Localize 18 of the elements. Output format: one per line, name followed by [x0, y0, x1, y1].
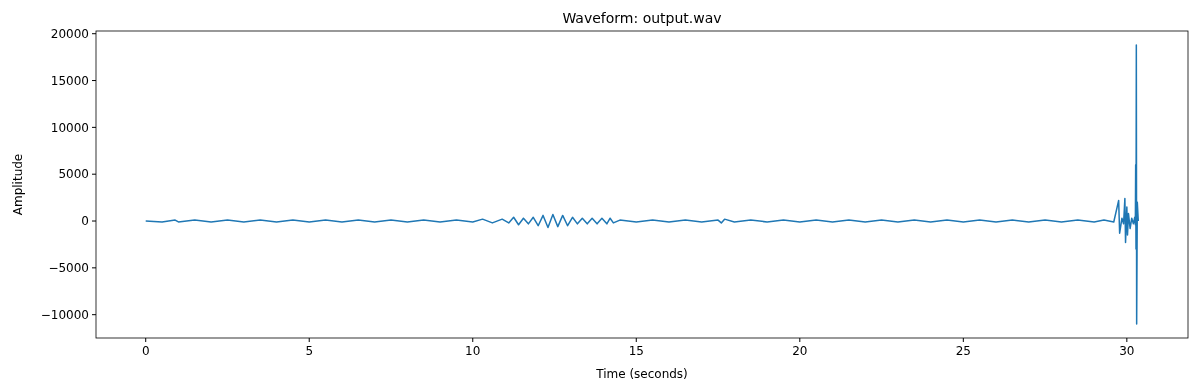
y-tick-label: 10000 [50, 120, 89, 135]
y-tick-label: −5000 [48, 261, 89, 276]
x-tick-label: 10 [465, 344, 481, 358]
y-tick-label: −10000 [40, 307, 89, 322]
x-tick-label: 5 [305, 344, 314, 358]
x-tick-label: 25 [955, 344, 971, 358]
x-axis-title: Time (seconds) [595, 367, 688, 381]
x-tick-label: 30 [1119, 344, 1135, 358]
x-tick-label: 20 [792, 344, 808, 358]
chart-title: Waveform: output.wav [562, 10, 722, 26]
y-tick-label: 5000 [58, 167, 89, 182]
x-tick-label: 0 [141, 344, 150, 358]
y-tick-label: 0 [81, 214, 89, 229]
y-axis-title: Amplitude [11, 153, 25, 216]
x-tick-label: 15 [628, 344, 644, 358]
y-tick-label: 20000 [50, 26, 89, 41]
line-series [144, 44, 1140, 325]
y-tick-label: 15000 [50, 73, 89, 88]
